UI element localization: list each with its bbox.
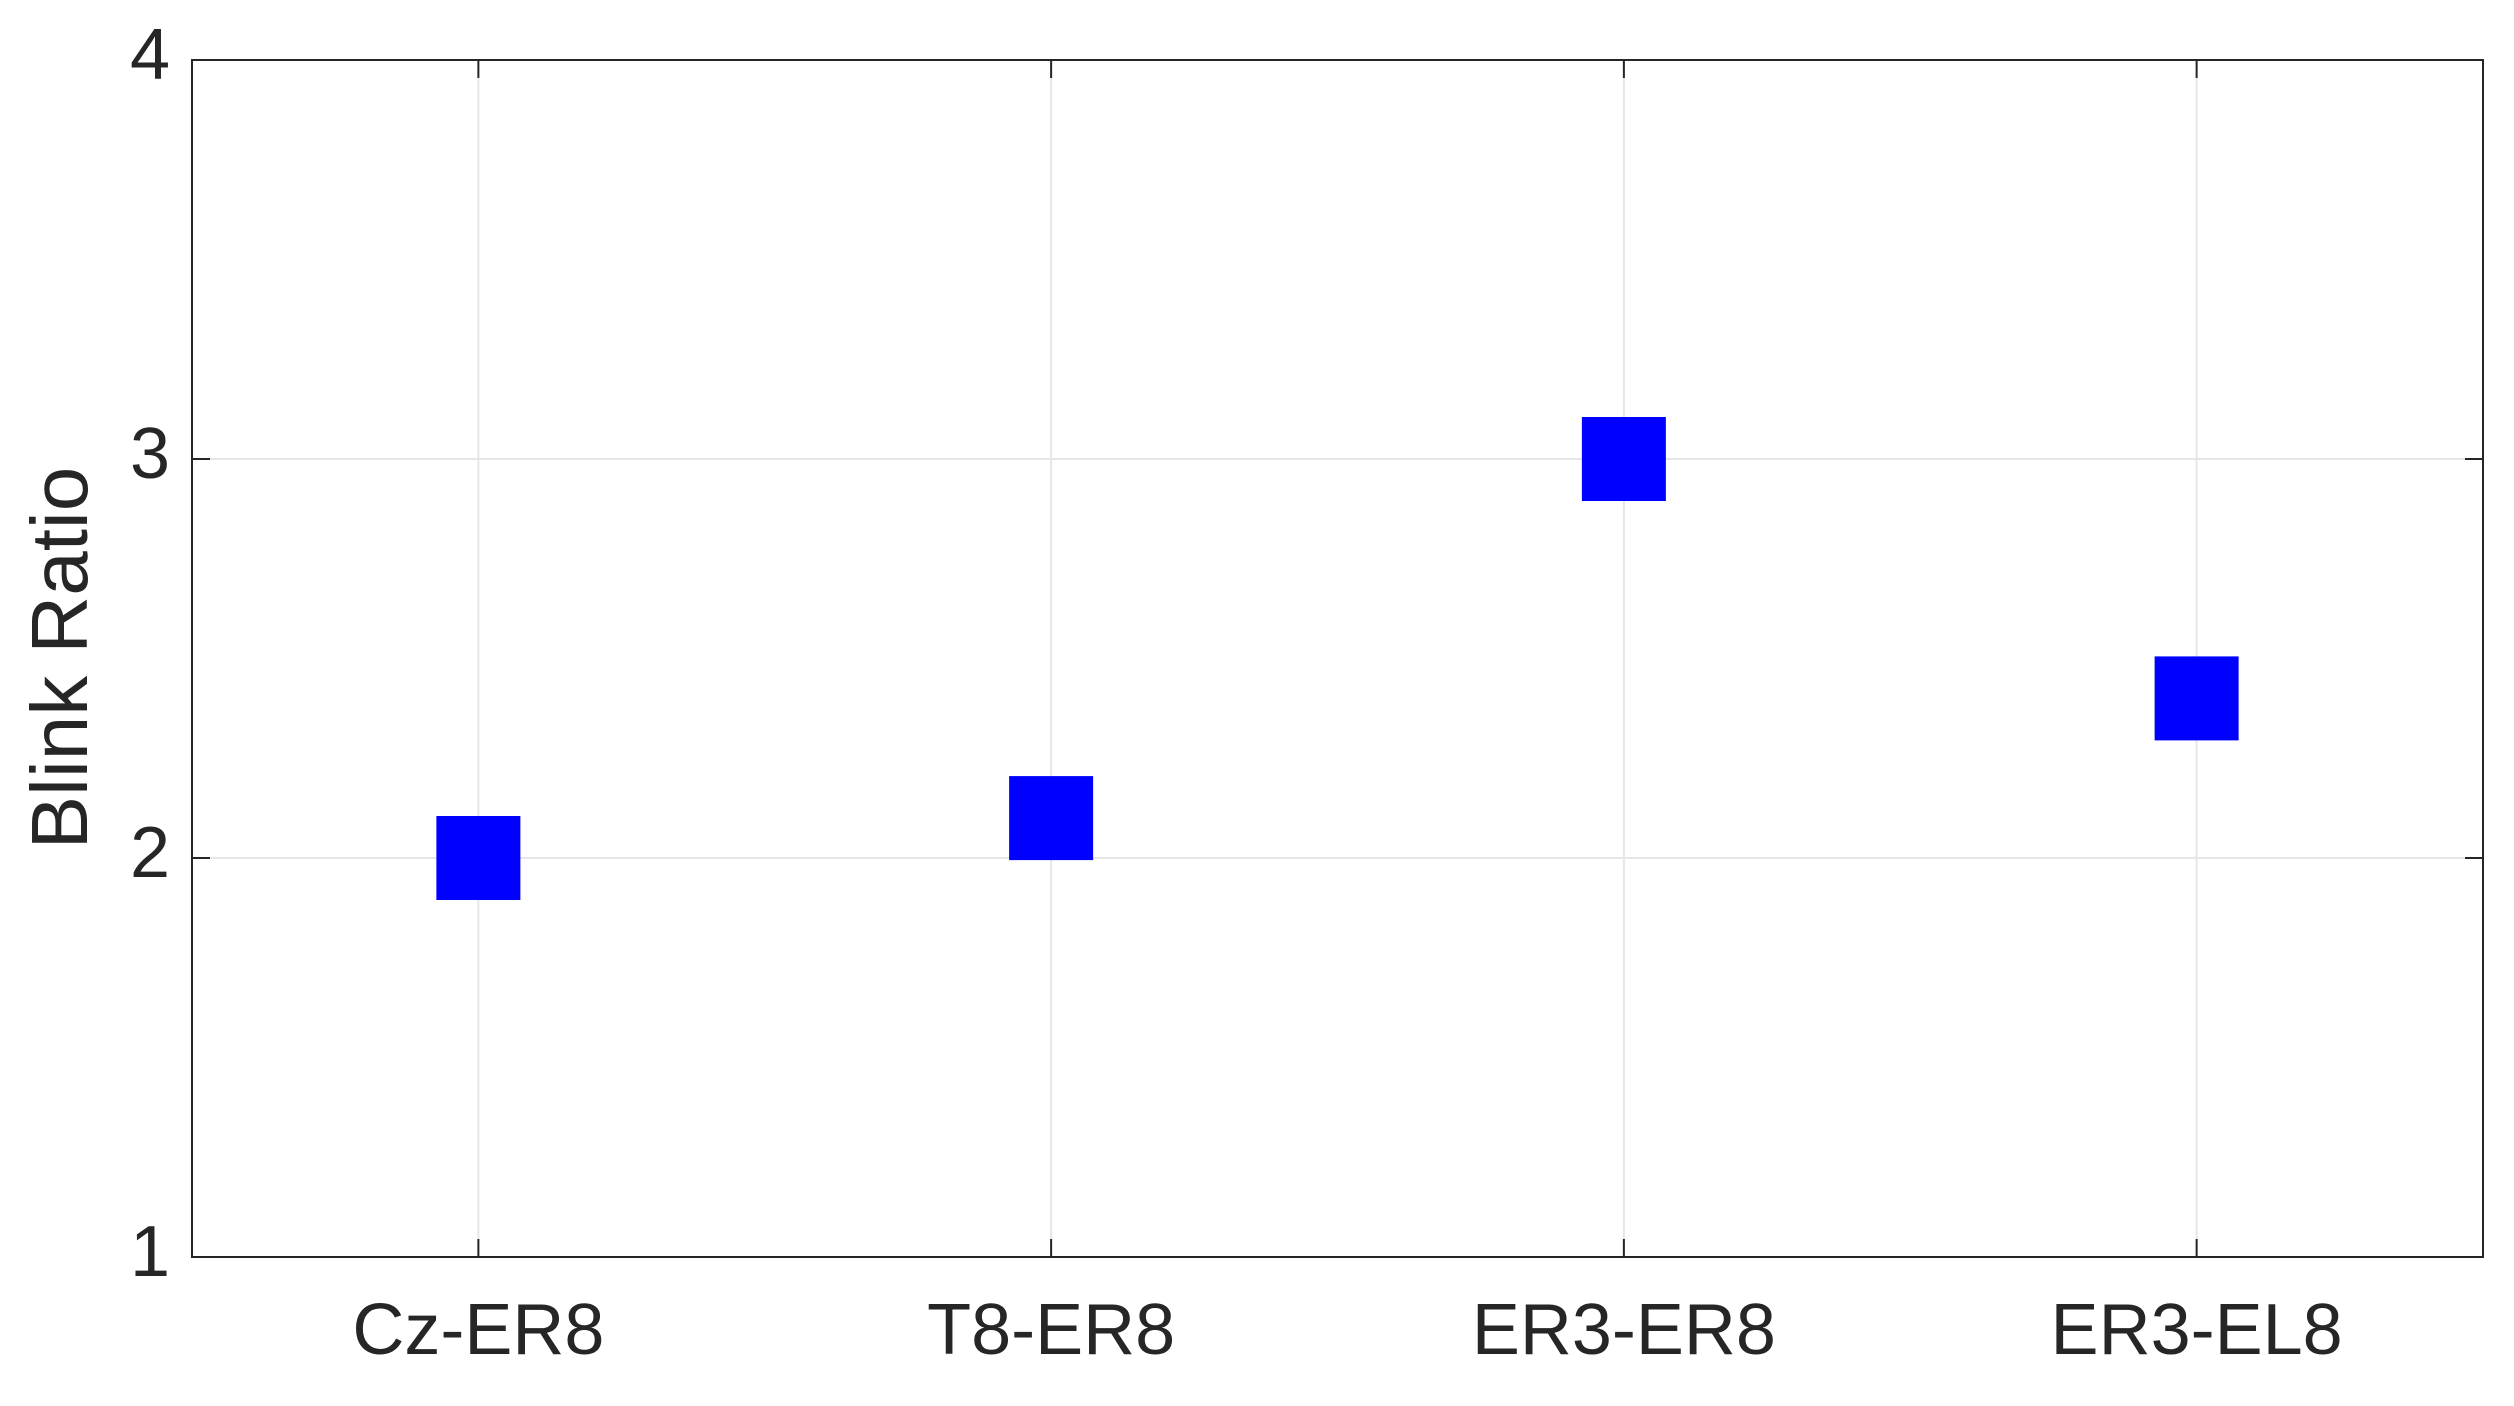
y-axis-label: Blink Ratio [15,467,104,849]
x-tick-label: Cz-ER8 [352,1290,604,1370]
plot-frame [191,59,2484,1258]
x-tick-label: ER3-ER8 [1472,1290,1776,1370]
y-tick-label: 1 [130,1212,170,1292]
y-tick-label: 3 [130,414,170,494]
x-tick-label: ER3-EL8 [2051,1290,2343,1370]
marker [2154,656,2239,741]
y-tick-label: 2 [130,813,170,893]
y-tick-label: 4 [130,15,170,95]
marker [1009,776,1094,861]
marker [1581,417,1666,501]
marker [436,816,521,900]
x-tick-label: T8-ER8 [927,1290,1175,1370]
